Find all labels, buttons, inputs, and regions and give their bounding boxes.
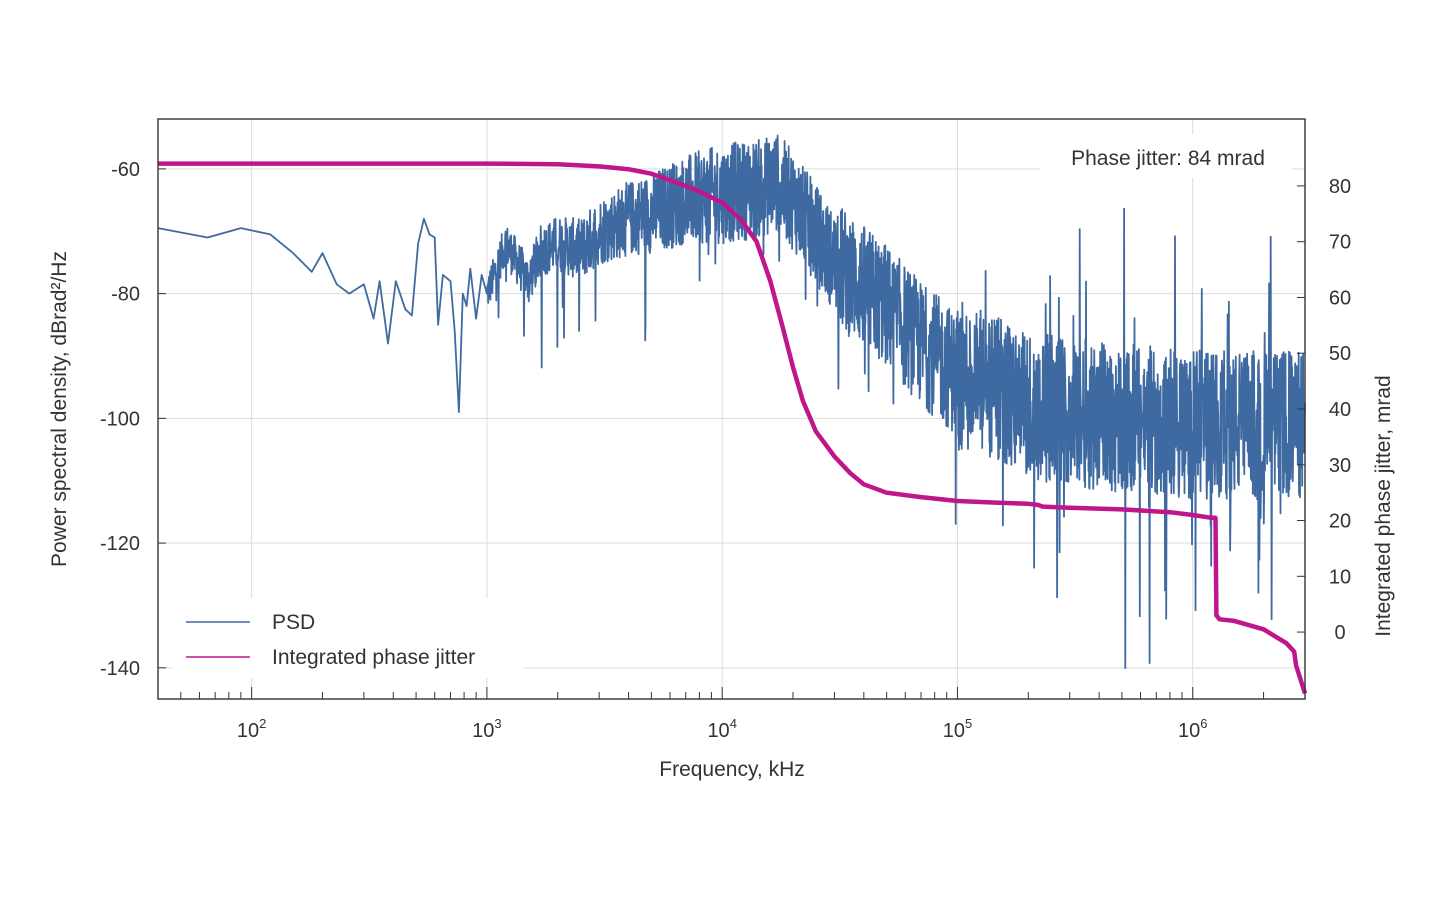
legend-psd-label: PSD bbox=[272, 611, 315, 634]
x-axis-ticks: 102 103 104 105 106 bbox=[157, 687, 1306, 742]
y-right-tick-label: 20 bbox=[1329, 511, 1351, 533]
psd-series bbox=[157, 134, 1306, 670]
legend-jitter-label: Integrated phase jitter bbox=[272, 646, 475, 669]
x-tick-label: 106 bbox=[1178, 716, 1207, 742]
x-tick-label: 102 bbox=[237, 716, 266, 742]
phase-jitter-annotation: Phase jitter: 84 mrad bbox=[1071, 147, 1265, 170]
y-left-tick-label: -80 bbox=[111, 284, 140, 306]
x-tick-label: 105 bbox=[943, 716, 972, 742]
y-right-tick-label: 30 bbox=[1329, 455, 1351, 477]
legend: PSD Integrated phase jitter bbox=[172, 598, 524, 678]
y-right-axis-title: Integrated phase jitter, mrad bbox=[1372, 375, 1395, 637]
y-left-tick-label: -100 bbox=[100, 408, 140, 430]
psd-line bbox=[157, 134, 1306, 670]
y-left-tick-label: -60 bbox=[111, 159, 140, 181]
jitter-line bbox=[158, 161, 1308, 695]
y-left-tick-label: -140 bbox=[100, 658, 140, 680]
y-right-tick-label: 0 bbox=[1334, 622, 1345, 644]
y-right-tick-label: 70 bbox=[1329, 232, 1351, 254]
y-left-axis-ticks: -60 -80 -100 -120 -140 bbox=[100, 159, 166, 680]
y-left-axis-title: Power spectral density, dBrad²/Hz bbox=[48, 251, 71, 567]
x-tick-label: 103 bbox=[472, 716, 501, 742]
y-right-tick-label: 60 bbox=[1329, 287, 1351, 309]
y-right-tick-label: 40 bbox=[1329, 399, 1351, 421]
y-left-tick-label: -120 bbox=[100, 533, 140, 555]
x-axis-title: Frequency, kHz bbox=[659, 758, 805, 781]
y-right-axis-ticks: 80 70 60 50 40 30 20 10 0 bbox=[1297, 176, 1351, 644]
y-right-tick-label: 80 bbox=[1329, 176, 1351, 198]
y-right-tick-label: 10 bbox=[1329, 566, 1351, 588]
annotation: Phase jitter: 84 mrad bbox=[1040, 134, 1292, 178]
jitter-series bbox=[158, 161, 1308, 695]
x-tick-label: 104 bbox=[707, 716, 736, 742]
y-right-tick-label: 50 bbox=[1329, 343, 1351, 365]
